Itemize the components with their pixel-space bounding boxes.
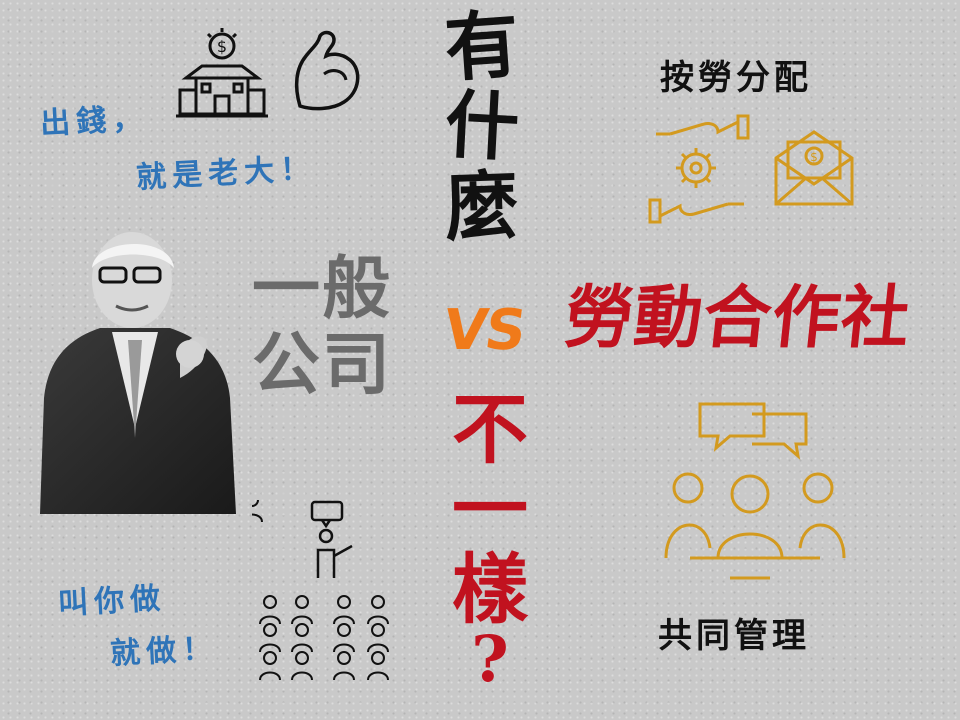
center-question-bottom: 不 一 樣 ? <box>440 392 540 692</box>
bank-building-icon: $ <box>176 28 268 118</box>
center-question-top: 有 什 麼 <box>432 1 532 252</box>
team-meeting-icon <box>664 402 846 580</box>
question-mark: ? <box>471 622 509 697</box>
company-label-line1: 一般 <box>252 250 393 329</box>
left-bottom-text-line2: 就做！ <box>109 631 220 672</box>
center-char-1: 有 <box>442 1 522 93</box>
coop-title: 勞動合作社 <box>561 279 915 358</box>
svg-text:$: $ <box>217 37 227 56</box>
center-char-6: 樣 <box>452 545 528 634</box>
presenter-audience-icon <box>252 500 389 681</box>
center-char-5: 一 <box>452 465 528 554</box>
center-char-4: 不 <box>452 385 528 474</box>
vs-label: VS <box>439 298 529 363</box>
coop-top-caption: 按勞分配 <box>660 58 812 98</box>
executive-photo <box>40 232 236 514</box>
money-envelope-icon: $ <box>774 130 854 206</box>
coop-bottom-caption: 共同管理 <box>658 616 810 656</box>
left-top-text-line1: 出錢， <box>39 101 150 142</box>
center-char-3: 麼 <box>443 162 521 252</box>
center-char-2: 什 <box>442 82 522 172</box>
left-top-text-line2: 就是老大！ <box>135 151 317 196</box>
hand-gear-hand-icon <box>648 114 750 224</box>
svg-text:$: $ <box>810 150 818 164</box>
left-bottom-text-line1: 叫你做 <box>57 581 168 622</box>
company-label-line2: 公司 <box>252 326 393 405</box>
flexed-arm-icon <box>294 30 360 111</box>
